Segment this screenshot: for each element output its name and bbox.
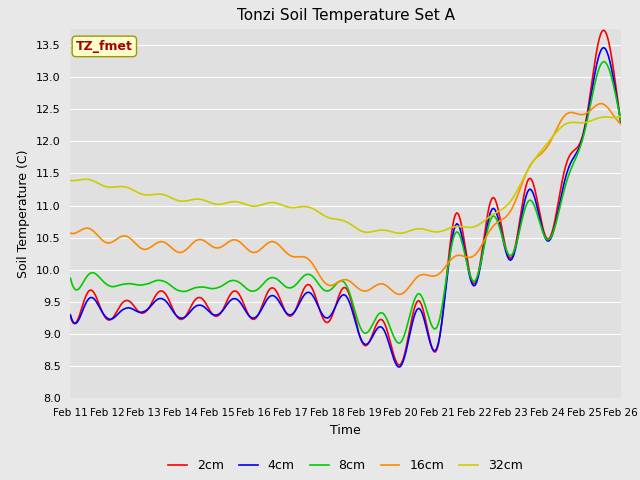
4cm bbox=[249, 315, 257, 321]
32cm bbox=[588, 118, 595, 123]
4cm bbox=[588, 89, 595, 95]
16cm bbox=[230, 237, 238, 243]
4cm bbox=[67, 312, 74, 318]
4cm bbox=[600, 45, 608, 50]
32cm bbox=[258, 202, 266, 207]
2cm bbox=[134, 308, 141, 314]
8cm bbox=[617, 118, 625, 123]
16cm bbox=[396, 291, 404, 297]
2cm bbox=[67, 313, 74, 319]
Text: TZ_fmet: TZ_fmet bbox=[76, 40, 132, 53]
8cm bbox=[134, 282, 141, 288]
8cm bbox=[395, 340, 403, 346]
8cm bbox=[67, 276, 74, 281]
8cm bbox=[249, 288, 257, 294]
2cm bbox=[258, 303, 266, 309]
32cm bbox=[134, 190, 141, 195]
16cm bbox=[134, 243, 141, 249]
16cm bbox=[597, 101, 605, 107]
32cm bbox=[67, 178, 74, 183]
8cm bbox=[600, 59, 608, 64]
32cm bbox=[307, 205, 315, 211]
8cm bbox=[588, 96, 595, 101]
16cm bbox=[307, 259, 315, 265]
Line: 8cm: 8cm bbox=[70, 61, 621, 343]
8cm bbox=[307, 272, 315, 278]
32cm bbox=[396, 230, 404, 236]
2cm bbox=[600, 27, 608, 33]
Line: 4cm: 4cm bbox=[70, 48, 621, 367]
2cm bbox=[395, 362, 403, 368]
8cm bbox=[258, 282, 266, 288]
X-axis label: Time: Time bbox=[330, 424, 361, 437]
16cm bbox=[588, 107, 595, 112]
Legend: 2cm, 4cm, 8cm, 16cm, 32cm: 2cm, 4cm, 8cm, 16cm, 32cm bbox=[162, 453, 529, 478]
Y-axis label: Soil Temperature (C): Soil Temperature (C) bbox=[17, 149, 30, 278]
32cm bbox=[230, 199, 238, 204]
4cm bbox=[230, 296, 238, 301]
4cm bbox=[307, 291, 315, 297]
Line: 32cm: 32cm bbox=[70, 116, 621, 233]
8cm bbox=[230, 277, 238, 283]
32cm bbox=[617, 113, 625, 119]
2cm bbox=[617, 120, 625, 126]
16cm bbox=[617, 121, 625, 127]
2cm bbox=[230, 288, 238, 294]
Line: 2cm: 2cm bbox=[70, 30, 621, 365]
2cm bbox=[249, 316, 257, 322]
16cm bbox=[67, 230, 74, 236]
16cm bbox=[249, 250, 257, 255]
4cm bbox=[395, 364, 403, 370]
2cm bbox=[588, 81, 595, 87]
4cm bbox=[617, 119, 625, 125]
16cm bbox=[258, 245, 266, 251]
2cm bbox=[307, 284, 315, 289]
4cm bbox=[134, 309, 141, 314]
Title: Tonzi Soil Temperature Set A: Tonzi Soil Temperature Set A bbox=[237, 9, 454, 24]
32cm bbox=[249, 203, 257, 209]
4cm bbox=[258, 305, 266, 311]
Line: 16cm: 16cm bbox=[70, 104, 621, 294]
